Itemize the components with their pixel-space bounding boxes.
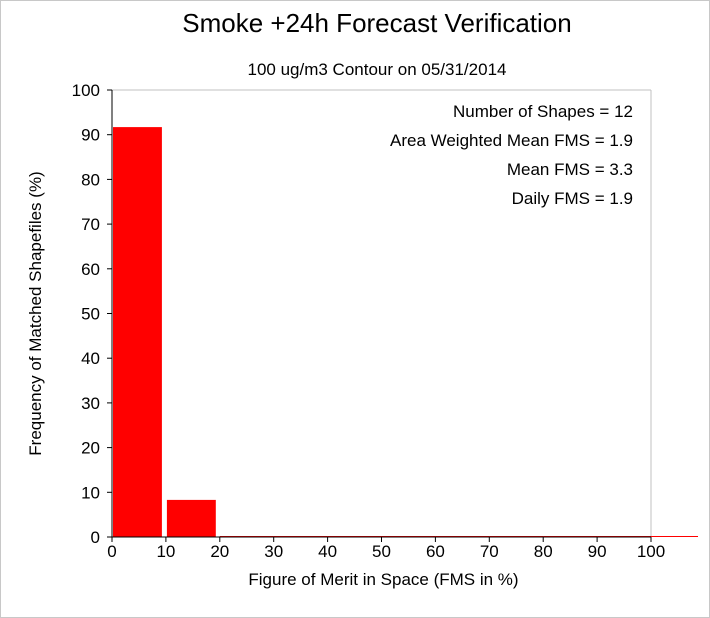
y-tick-label: 40 xyxy=(81,349,100,368)
y-tick-label: 0 xyxy=(91,528,100,547)
y-tick-label: 90 xyxy=(81,126,100,145)
x-tick-label: 80 xyxy=(534,542,553,561)
y-axis-label: Frequency of Matched Shapefiles (%) xyxy=(26,171,45,455)
axes-group: 0 10 20 30 40 50 60 70 80 90 100 0 10 20 30 40 50 60 70 80 9… xyxy=(26,81,665,589)
x-tick-label: 30 xyxy=(264,542,283,561)
y-tick-label: 80 xyxy=(81,170,100,189)
chart-subtitle: 100 ug/m3 Contour on 05/31/2014 xyxy=(247,60,507,79)
x-tick-label: 20 xyxy=(210,542,229,561)
x-tick-label: 40 xyxy=(318,542,337,561)
x-tick-label: 90 xyxy=(588,542,607,561)
x-tick-label: 100 xyxy=(637,542,665,561)
y-tick-label: 50 xyxy=(81,305,100,324)
histogram-bar xyxy=(166,499,216,537)
stats-group: Number of Shapes = 12 Area Weighted Mean … xyxy=(390,102,633,208)
y-tick-label: 60 xyxy=(81,260,100,279)
plot-area xyxy=(112,89,652,537)
y-tick-label: 10 xyxy=(81,483,100,502)
histogram-bar xyxy=(113,127,162,537)
y-tick-label: 20 xyxy=(81,439,100,458)
y-tick-label: 30 xyxy=(81,394,100,413)
x-tick-label: 0 xyxy=(107,542,116,561)
chart-title: Smoke +24h Forecast Verification xyxy=(182,8,572,38)
x-tick-label: 10 xyxy=(156,542,175,561)
stat-annotation: Area Weighted Mean FMS = 1.9 xyxy=(390,131,633,150)
y-tick-label: 70 xyxy=(81,215,100,234)
x-tick-label: 70 xyxy=(480,542,499,561)
x-tick-label: 50 xyxy=(372,542,391,561)
x-axis-label: Figure of Merit in Space (FMS in %) xyxy=(248,570,518,589)
x-tick-label: 60 xyxy=(426,542,445,561)
y-tick-label: 100 xyxy=(72,81,100,100)
stat-annotation: Number of Shapes = 12 xyxy=(453,102,633,121)
stat-annotation: Mean FMS = 3.3 xyxy=(507,160,633,179)
stat-annotation: Daily FMS = 1.9 xyxy=(512,189,633,208)
